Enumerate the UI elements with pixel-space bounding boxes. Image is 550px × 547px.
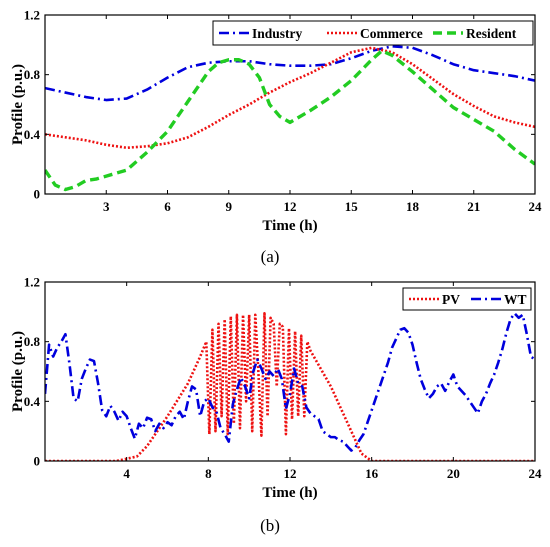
y-tick-label: 0.4: [24, 127, 41, 142]
x-tick-label: 16: [365, 466, 379, 481]
x-tick-label: 18: [406, 199, 420, 214]
x-tick-label: 20: [447, 466, 460, 481]
y-tick-label: 0.8: [24, 67, 41, 82]
y-tick-label: 1.2: [24, 8, 40, 23]
x-tick-label: 3: [103, 199, 110, 214]
series-line-pv: [45, 312, 535, 461]
legend-label-industry: Industry: [252, 26, 303, 41]
x-tick-label: 21: [467, 199, 480, 214]
panel-label: (a): [261, 247, 280, 266]
legend-label-pv: PV: [442, 292, 460, 307]
series-line-resident: [45, 49, 535, 192]
legend-label-resident: Resident: [466, 26, 517, 41]
y-tick-label: 0.8: [24, 334, 41, 349]
series-line-commerce: [45, 46, 535, 150]
y-axis-label: Profile (p.u.): [10, 331, 26, 412]
legend: Industry Commerce Resident: [212, 20, 534, 46]
x-tick-label: 6: [164, 199, 171, 214]
y-axis-label: Profile (p.u.): [10, 64, 26, 145]
panel-label: (b): [260, 516, 280, 535]
y-tick-label: 1.2: [24, 275, 40, 290]
y-tick-label: 0: [34, 187, 41, 202]
x-tick-label: 24: [529, 466, 543, 481]
legend-label-commerce: Commerce: [360, 26, 423, 41]
chart-panel-a: 3 6 9 12 15 18 21 24 0 0.4 0.8 1.2 Time (h) Profile (…: [10, 8, 542, 267]
x-tick-label: 4: [123, 466, 130, 481]
x-tick-label: 8: [205, 466, 212, 481]
series-line-wt: [45, 312, 535, 452]
y-tick-label: 0: [34, 454, 41, 469]
x-tick-label: 24: [529, 199, 543, 214]
legend-label-wt: WT: [504, 292, 527, 307]
x-axis-label: Time (h): [262, 485, 317, 501]
y-tick-label: 0.4: [24, 394, 41, 409]
legend-box: [402, 287, 532, 311]
series-line-industry: [45, 45, 535, 102]
x-tick-label: 9: [226, 199, 233, 214]
x-tick-label: 12: [284, 199, 297, 214]
x-axis-label: Time (h): [262, 218, 317, 234]
x-tick-label: 15: [345, 199, 359, 214]
chart-panel-b: 4 8 12 16 20 24 0 0.4 0.8 1.2 Time (h) Profile (p.u…: [10, 275, 542, 536]
legend: PV WT: [402, 287, 532, 311]
x-tick-label: 12: [284, 466, 297, 481]
legend-box: [212, 20, 534, 46]
